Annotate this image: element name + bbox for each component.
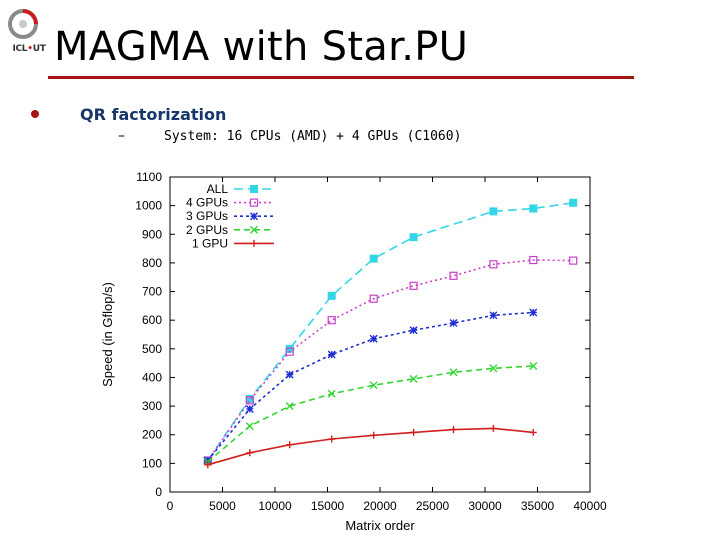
y-tick-label: 900 — [142, 227, 162, 241]
legend-label: 3 GPUs — [186, 209, 228, 223]
data-point — [369, 334, 378, 343]
data-point — [410, 428, 418, 436]
data-point — [327, 389, 336, 398]
data-point — [489, 311, 498, 320]
data-point — [409, 374, 418, 383]
data-point — [529, 362, 538, 370]
y-tick-label: 0 — [155, 485, 162, 499]
data-point — [286, 441, 294, 449]
icl-logo-icon — [8, 9, 38, 39]
x-tick-label: 10000 — [258, 499, 292, 513]
logo-text: ICL•UT — [12, 44, 46, 54]
data-point — [245, 396, 254, 405]
legend-label: 4 GPUs — [186, 196, 228, 210]
y-tick-label: 700 — [142, 285, 162, 299]
y-tick-label: 1000 — [135, 199, 162, 213]
bullet-dot-icon — [31, 110, 39, 118]
data-point — [409, 233, 418, 242]
x-tick-label: 25000 — [416, 499, 450, 513]
x-tick-label: 35000 — [521, 499, 555, 513]
data-point — [449, 271, 458, 280]
legend-label: ALL — [207, 182, 229, 196]
x-tick-label: 20000 — [363, 499, 397, 513]
plot-frame — [169, 176, 591, 493]
legend-label: 1 GPU — [192, 236, 228, 250]
x-axis-label: Matrix order — [345, 518, 415, 533]
y-axis-label: Speed (in Gflop/s) — [100, 282, 115, 387]
data-point — [250, 185, 258, 193]
data-point — [369, 254, 378, 263]
data-point — [489, 424, 497, 432]
y-tick-label: 1100 — [136, 170, 162, 184]
data-point — [250, 225, 258, 234]
data-point — [285, 370, 294, 379]
slide-title: MAGMA with Star.PU — [54, 24, 469, 70]
data-point — [449, 319, 458, 328]
bullet-qr-factorization: QR factorization — [80, 105, 227, 124]
series-line — [207, 427, 534, 466]
data-point — [529, 255, 538, 265]
x-tick-label: 30000 — [468, 499, 502, 513]
icl-logo: ICL•UT — [6, 6, 46, 58]
data-point — [246, 449, 254, 457]
x-tick-label: 40000 — [573, 499, 607, 513]
series-line — [207, 259, 574, 461]
data-point — [450, 426, 457, 434]
y-tick-label: 300 — [142, 399, 162, 413]
data-point — [249, 198, 259, 207]
x-tick-label: 5000 — [209, 499, 236, 513]
data-point — [489, 364, 498, 373]
data-point — [529, 428, 537, 436]
data-point — [370, 431, 378, 439]
legend-label: 2 GPUs — [186, 223, 228, 237]
sub-bullet-system: System: 16 CPUs (AMD) + 4 GPUs (C1060) — [164, 129, 462, 144]
data-point — [569, 198, 578, 207]
data-point — [369, 381, 378, 390]
data-point — [529, 204, 538, 213]
x-tick-label: 15000 — [311, 499, 345, 513]
data-point — [569, 256, 578, 265]
data-point — [327, 350, 336, 359]
sub-bullet-dash: – — [118, 128, 125, 144]
y-tick-label: 200 — [142, 428, 162, 442]
title-underline — [48, 76, 634, 79]
y-tick-label: 100 — [142, 456, 162, 470]
data-point — [245, 422, 254, 431]
y-tick-label: 800 — [142, 256, 162, 270]
data-point — [327, 316, 336, 325]
data-point — [285, 347, 294, 356]
series-line — [207, 202, 574, 461]
data-point — [285, 402, 294, 411]
data-point — [529, 308, 538, 317]
data-point — [245, 404, 254, 413]
y-tick-label: 500 — [142, 342, 162, 356]
data-point — [409, 326, 418, 335]
data-point — [409, 281, 418, 290]
y-tick-label: 600 — [142, 313, 162, 327]
data-point — [204, 461, 212, 469]
series-line — [207, 365, 534, 463]
x-tick-label: 0 — [167, 499, 174, 513]
data-point — [489, 207, 498, 216]
data-point — [250, 239, 258, 247]
speed-chart: 0 100 200 300 400 500 600 700 800 900 1000 1100 0 500… — [100, 170, 607, 533]
data-point — [250, 212, 258, 221]
data-point — [203, 456, 212, 465]
data-point — [449, 368, 458, 377]
y-tick-label: 400 — [142, 370, 162, 384]
data-point — [328, 435, 336, 443]
data-point — [327, 291, 336, 300]
data-point — [489, 260, 498, 269]
data-point — [369, 294, 378, 303]
